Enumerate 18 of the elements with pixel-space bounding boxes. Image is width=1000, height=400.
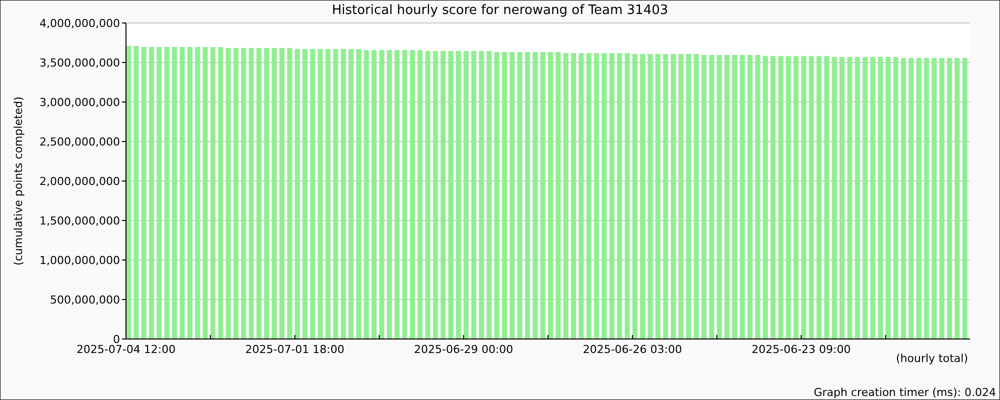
y-tick-label: 500,000,000 [50,293,120,306]
x-tick-label: 2025-06-23 09:00 [752,343,851,356]
y-tick-label: 2,500,000,000 [40,135,120,148]
y-tick-label: 4,000,000,000 [40,16,120,30]
x-tick-label: 2025-07-01 18:00 [245,343,344,356]
y-tick-label: 2,000,000,000 [40,174,120,188]
chart-title: Historical hourly score for nerowang of Team 31403 [332,3,668,18]
y-tick-label: 1,000,000,000 [40,254,120,267]
x-tick-label: 2025-06-29 00:00 [414,343,514,356]
y-tick-label: 3,500,000,000 [40,56,120,70]
y-tick-label: 0 [113,332,120,346]
x-tick-label: 2025-06-26 03:00 [582,343,682,356]
y-axis-title: (cumulative points completed) [12,96,25,266]
text: Graph creation timer (ms): 0.024 [814,386,996,399]
x-axis-title: (hourly total) [896,352,968,365]
y-tick-label: 3,000,000,000 [40,96,120,109]
x-tick-label: 2025-07-04 12:00 [76,343,176,356]
y-tick-label: 1,500,000,000 [40,214,120,228]
